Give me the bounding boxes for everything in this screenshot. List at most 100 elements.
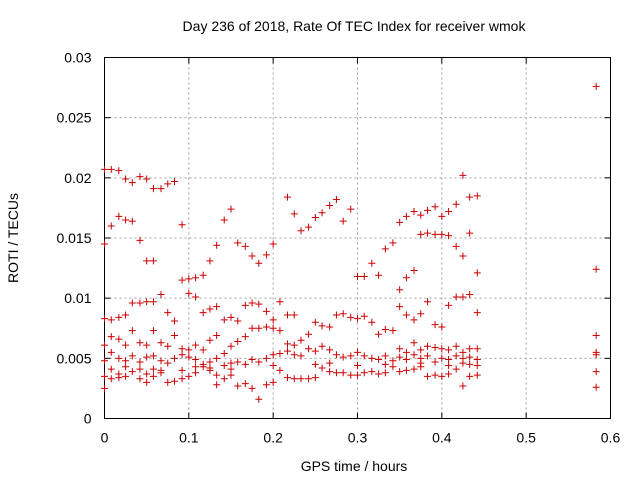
data-point (101, 357, 108, 365)
data-point (402, 348, 410, 356)
data-point (417, 230, 425, 238)
data-point (592, 368, 600, 376)
data-point (199, 271, 207, 279)
data-point (199, 309, 207, 317)
data-point (115, 374, 123, 382)
data-point (170, 317, 178, 325)
data-point (107, 365, 115, 373)
data-point (417, 346, 425, 354)
data-point (347, 205, 355, 213)
data-point (206, 305, 214, 313)
data-point (107, 316, 115, 324)
data-point (305, 223, 313, 231)
data-point (318, 322, 326, 330)
y-tick-label: 0.03 (64, 50, 91, 66)
data-point (143, 341, 151, 349)
data-point (206, 336, 214, 344)
data-point (206, 364, 214, 372)
x-tick-label: 0.6 (601, 430, 621, 446)
data-point (115, 212, 123, 220)
data-point (115, 354, 123, 362)
data-point (255, 324, 263, 332)
data-point (122, 341, 130, 349)
data-point (445, 362, 453, 370)
data-point (164, 309, 172, 317)
data-point (213, 331, 221, 339)
data-point (423, 298, 431, 306)
data-point (185, 346, 193, 354)
data-point (368, 368, 376, 376)
data-point (149, 372, 157, 380)
data-points (101, 82, 600, 403)
data-point (326, 323, 334, 331)
data-point (473, 356, 481, 364)
data-point (311, 360, 319, 368)
data-point (466, 291, 474, 299)
data-point (431, 321, 439, 329)
data-point (438, 372, 446, 380)
data-point (389, 363, 397, 371)
data-point (297, 336, 305, 344)
data-point (354, 348, 361, 356)
data-point (311, 214, 319, 222)
data-point (438, 345, 446, 353)
data-point (128, 352, 136, 360)
data-point (178, 221, 186, 229)
data-point (255, 259, 263, 267)
data-point (227, 342, 235, 350)
data-point (220, 316, 228, 324)
data-point (452, 293, 460, 301)
data-point (368, 318, 376, 326)
data-point (347, 313, 355, 321)
data-point (192, 341, 200, 349)
data-point (396, 286, 404, 294)
data-point (459, 348, 467, 356)
data-point (185, 372, 193, 380)
data-point (149, 365, 157, 373)
data-point (213, 381, 221, 389)
data-point (227, 371, 235, 379)
data-point (269, 378, 277, 386)
x-axis-label: GPS time / hours (301, 458, 408, 474)
x-tick-label: 0.3 (348, 430, 368, 446)
data-point (297, 352, 305, 360)
data-point (311, 318, 319, 326)
data-point (122, 363, 130, 371)
data-point (381, 360, 389, 368)
data-point (452, 352, 460, 360)
data-point (402, 366, 410, 374)
data-point (290, 351, 298, 359)
y-axis-label: ROTI / TECUs (5, 193, 21, 283)
x-tick-label: 0.5 (516, 430, 536, 446)
data-point (206, 358, 214, 366)
data-point (164, 378, 172, 386)
y-tick-label: 0.01 (64, 290, 91, 306)
data-point (107, 348, 115, 356)
data-point (276, 327, 284, 335)
data-point (149, 257, 157, 265)
data-point (311, 347, 319, 355)
data-point (318, 364, 326, 372)
data-point (269, 316, 277, 324)
data-point (122, 311, 130, 319)
data-point (445, 346, 453, 354)
data-point (410, 351, 418, 359)
data-point (354, 362, 361, 370)
data-point (101, 341, 108, 349)
data-point (170, 177, 178, 185)
data-point (284, 374, 292, 382)
data-point (213, 354, 221, 362)
data-point (248, 324, 256, 332)
data-point (122, 216, 130, 224)
data-point (396, 353, 404, 361)
data-point (410, 208, 418, 216)
data-point (192, 293, 200, 301)
chart-title: Day 236 of 2018, Rate Of TEC Index for r… (183, 18, 527, 34)
data-point (206, 257, 214, 265)
data-point (234, 239, 242, 247)
data-point (389, 327, 397, 335)
data-point (143, 370, 151, 378)
data-point (115, 313, 123, 321)
data-point (452, 242, 460, 250)
data-point (423, 229, 431, 237)
